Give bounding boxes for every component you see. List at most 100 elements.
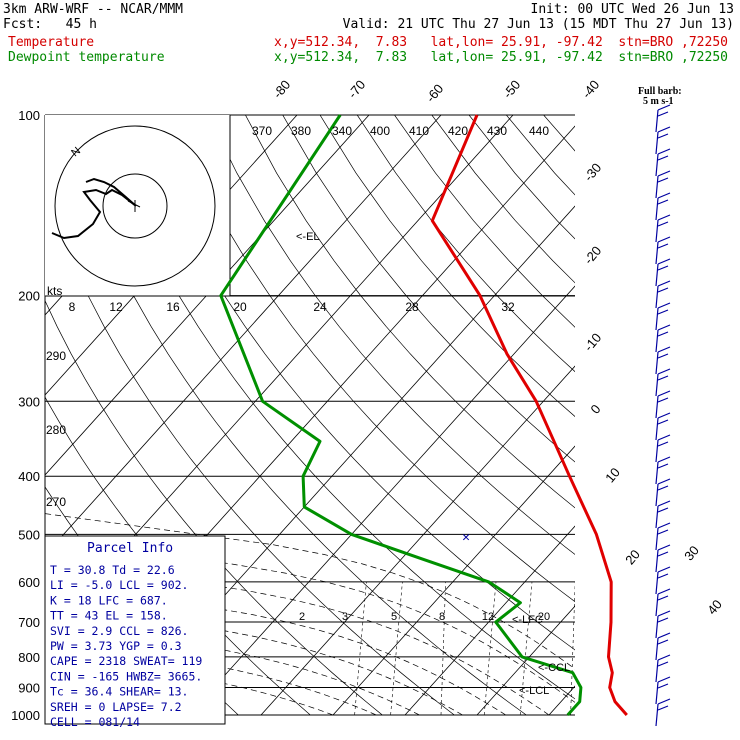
- isotherm-line: [45, 115, 442, 556]
- barb-legend-units: 5 m s-1: [643, 96, 674, 107]
- wind-barb-flag: [657, 441, 669, 447]
- theta-e-label: 420: [448, 124, 468, 138]
- theta-e-label: 370: [252, 124, 272, 138]
- temperature-tick-label: 30: [681, 543, 702, 564]
- wind-barb-flag: [657, 287, 669, 293]
- theta-e-label: 410: [409, 124, 429, 138]
- level-marker-label: <-EL: [296, 231, 320, 243]
- wind-barb-flag: [657, 111, 669, 117]
- wind-barb-flag: [657, 522, 671, 529]
- mixing-ratio-label: 5: [391, 611, 397, 623]
- wind-barb-flag: [657, 302, 671, 309]
- level-marker-label: <-LFC: [512, 614, 543, 626]
- temperature-tick-label: 40: [704, 597, 725, 618]
- theta-e-label: 380: [291, 124, 311, 138]
- wind-barb-shaft: [655, 483, 659, 507]
- pressure-tick-label: 500: [18, 527, 40, 542]
- wind-barb-shaft: [655, 175, 659, 199]
- theta-e-label: 400: [370, 124, 390, 138]
- moist-adiabat-line: [45, 584, 506, 715]
- hodograph-ring-label: 32: [501, 300, 515, 314]
- parcel-info-row: LI = -5.0 LCL = 902.: [50, 578, 188, 592]
- theta-e-label: 440: [529, 124, 549, 138]
- wind-barb-flag: [657, 221, 669, 227]
- hodograph-ring-label: 16: [166, 300, 180, 314]
- temperature-tick-label: -10: [581, 330, 605, 354]
- wind-barb-flag: [657, 478, 671, 485]
- wind-barb-flag: [657, 676, 671, 683]
- wind-barb-shaft: [655, 615, 659, 639]
- wind-barb-flag: [657, 456, 671, 463]
- wind-barb-shaft: [655, 219, 659, 243]
- temperature-tick-label: -50: [500, 77, 524, 101]
- dry-adiabat-line: [170, 115, 575, 603]
- temperature-legend-label: Temperature: [8, 35, 95, 50]
- wind-barb-shaft: [655, 527, 659, 551]
- wind-barb-flag: [657, 104, 671, 111]
- hodograph-storm-motion: [127, 200, 141, 212]
- wind-barb-shaft: [655, 263, 659, 287]
- wind-barb-flag: [657, 280, 671, 287]
- hodograph-ring-label: 28: [405, 300, 419, 314]
- wind-barb-flag: [657, 463, 669, 469]
- dry-adiabat-line: [468, 115, 575, 240]
- dry-adiabat-line: [394, 115, 575, 328]
- wind-barb-flag: [657, 331, 669, 337]
- wind-barb-flag: [657, 661, 669, 667]
- wind-barb-flag: [657, 654, 671, 661]
- wind-barb-flag: [657, 610, 671, 617]
- parcel-info-frame: [44, 535, 226, 725]
- temperature-tick-label: -70: [345, 77, 369, 101]
- dewpoint-legend-info: x,y=512.34, 7.83 lat,lon= 25.91, -97.42 …: [274, 50, 728, 65]
- dewpoint-profile-line: [219, 114, 583, 717]
- moist-adiabat-line: [45, 641, 377, 715]
- parcel-info-row: CAPE = 2318 SWEAT= 119: [50, 654, 202, 668]
- dry-adiabat-line: [133, 115, 575, 651]
- wind-barb-shaft: [655, 109, 659, 133]
- pressure-tick-label: 300: [18, 394, 40, 409]
- mixing-ratio-label: 12: [482, 611, 494, 623]
- dry-adiabat-line: [618, 115, 740, 728]
- wind-barb-shaft: [655, 395, 659, 419]
- hodograph-ring-label: 20: [233, 300, 247, 314]
- isotherm-line: [693, 115, 740, 715]
- pressure-tick-label: 400: [18, 469, 40, 484]
- pressure-tick-label: 700: [18, 615, 40, 630]
- wind-barb-flag: [657, 126, 671, 133]
- level-marker-symbol: ✕: [462, 530, 470, 545]
- valid-time: Valid: 21 UTC Thu 27 Jun 13 (15 MDT Thu …: [342, 17, 734, 32]
- isotherm-line: [45, 115, 370, 476]
- hodograph-ring-label: 24: [313, 300, 327, 314]
- temperature-profile-line: [430, 114, 628, 716]
- parcel-info-row: Tc = 36.4 SHEAR= 13.: [50, 685, 188, 699]
- hodograph-ring-label: 12: [109, 300, 123, 314]
- wind-barb-flag: [657, 353, 669, 359]
- wind-barb-flag: [657, 573, 669, 579]
- temperature-tick-label: -40: [579, 77, 603, 101]
- isotherm-line: [621, 115, 740, 715]
- hodograph-ring: [54, 125, 216, 287]
- wind-barb-shaft: [655, 505, 659, 529]
- isotherm-line: [548, 685, 575, 715]
- wind-barb-shaft: [655, 549, 659, 573]
- hodograph-trace: [51, 177, 137, 240]
- wind-barb-shaft: [655, 593, 659, 617]
- wind-barb-flag: [657, 214, 671, 221]
- wind-barb-flag: [657, 170, 671, 177]
- mixing-ratio-label: 8: [439, 611, 445, 623]
- isotherm-line: [404, 525, 575, 715]
- wind-barb-flag: [657, 500, 671, 507]
- theta-e-label: 340: [332, 124, 352, 138]
- pressure-tick-label: 100: [18, 108, 40, 123]
- wind-barb-flag: [657, 551, 669, 557]
- mixing-ratio-line: [519, 581, 533, 715]
- wind-barb-shaft: [655, 285, 659, 309]
- wind-barb-flag: [657, 243, 669, 249]
- wind-barb-shaft: [655, 681, 659, 705]
- temperature-tick-label: -60: [423, 81, 447, 105]
- chart-series: [219, 114, 628, 717]
- wind-barb-flag: [657, 412, 671, 419]
- isotherm-line: [260, 365, 575, 715]
